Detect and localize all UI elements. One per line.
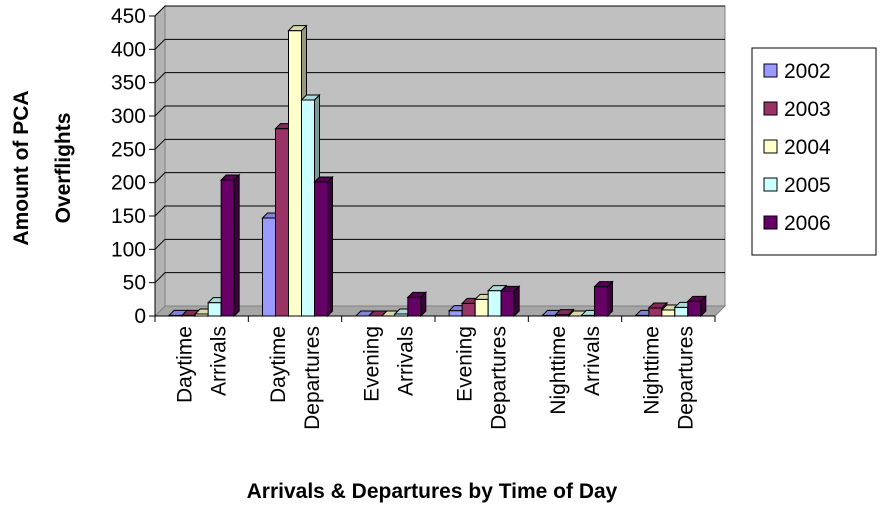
y-tick-label: 50: [123, 272, 146, 295]
bar: [686, 295, 708, 318]
y-axis-title: Amount of PCA Overflights: [10, 90, 75, 245]
bar-front: [674, 306, 689, 317]
x-category-label: Departures: [488, 326, 511, 430]
bar-front: [301, 99, 315, 317]
bar-front: [407, 296, 422, 317]
bar-front: [500, 290, 515, 317]
y-tick-label: 450: [111, 5, 146, 28]
bar: [406, 291, 428, 318]
legend-swatch: [763, 215, 778, 230]
gridline: [154, 72, 725, 84]
legend-label: 2004: [784, 136, 831, 159]
legend-swatch: [763, 139, 778, 154]
y-tick-labels: 0 50 100 150 200 250 300 350 400 450: [111, 5, 146, 328]
x-category-label: Daytime: [174, 326, 197, 403]
y-axis-title-line-2: Overflights: [52, 113, 75, 224]
y-tick-label: 400: [111, 38, 146, 61]
x-category-labels: Daytime Arrivals Daytime Departures Evening A…: [174, 326, 698, 430]
bar: [219, 173, 241, 318]
bar-front: [594, 286, 608, 317]
gridline: [154, 38, 725, 50]
gridline: [154, 272, 725, 284]
bar-front: [661, 309, 676, 317]
gridline: [154, 105, 725, 117]
legend-swatch: [763, 63, 778, 78]
legend-label: 2003: [784, 98, 831, 121]
y-tick-label: 0: [134, 305, 146, 328]
gridline: [154, 138, 725, 150]
x-category-label: Nighttime: [547, 326, 570, 415]
legend-label: 2005: [784, 174, 831, 197]
x-category-label: Departures: [301, 326, 324, 430]
bar: [499, 285, 521, 318]
x-axis-title: Arrivals & Departures by Time of Day: [247, 480, 618, 503]
x-category-label: Departures: [674, 326, 697, 430]
bar-front: [262, 217, 276, 317]
legend-swatch: [763, 101, 778, 116]
legend-swatch: [763, 177, 778, 192]
bar-front: [474, 298, 489, 317]
gridline: [154, 172, 725, 184]
bar: [593, 280, 614, 318]
y-axis-title-line-1: Amount of PCA: [10, 90, 33, 245]
y-tick-label: 100: [111, 238, 146, 261]
x-category-label: Evening: [454, 326, 477, 402]
bar-front: [448, 310, 463, 317]
x-category-label: Daytime: [267, 326, 290, 403]
x-category-label: Arrivals: [581, 326, 604, 396]
y-tick-label: 300: [111, 105, 146, 128]
bar-front: [275, 128, 289, 317]
bar-front: [288, 30, 302, 317]
gridlines: [154, 5, 725, 284]
legend: 2002 2003 2004 2005 2006: [751, 47, 877, 256]
bar-front: [207, 302, 222, 317]
bar-front: [687, 300, 702, 317]
gridline: [154, 238, 725, 250]
x-category-label: Arrivals: [208, 326, 231, 396]
bar-front: [487, 290, 502, 317]
bar-side: [420, 291, 427, 318]
bar-side: [607, 280, 613, 318]
axes: [149, 15, 716, 322]
x-category-label: Arrivals: [394, 326, 417, 396]
bar: [313, 175, 334, 318]
bar-side: [327, 175, 333, 318]
bar-front: [648, 307, 663, 317]
y-tick-label: 250: [111, 138, 146, 161]
bar-front: [314, 181, 328, 317]
plot-area: [153, 4, 727, 318]
bar-side: [700, 295, 707, 318]
y-tick-label: 200: [111, 172, 146, 195]
back-wall: [164, 5, 726, 307]
legend-label: 2002: [784, 60, 831, 83]
gridline: [154, 5, 725, 17]
bar-side: [233, 173, 240, 318]
x-category-label: Evening: [360, 326, 383, 402]
bar-side: [513, 285, 520, 318]
y-tick-label: 150: [111, 205, 146, 228]
x-category-label: Nighttime: [640, 326, 663, 415]
bar-front: [461, 302, 476, 317]
gridline: [154, 205, 725, 217]
legend-label: 2006: [784, 212, 831, 235]
side-wall: [154, 4, 166, 318]
bars: [167, 24, 708, 318]
y-tick-label: 350: [111, 72, 146, 95]
bar-front: [220, 179, 235, 317]
